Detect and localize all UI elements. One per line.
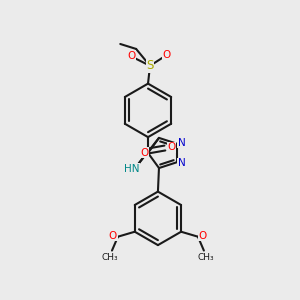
Text: S: S xyxy=(146,59,154,72)
Text: N: N xyxy=(178,138,185,148)
Text: CH₃: CH₃ xyxy=(102,253,118,262)
Text: HN: HN xyxy=(124,164,140,174)
Text: N: N xyxy=(178,158,185,168)
Text: O: O xyxy=(199,231,207,241)
Text: O: O xyxy=(168,142,176,152)
Text: CH₃: CH₃ xyxy=(197,253,214,262)
Text: O: O xyxy=(140,148,148,158)
Text: O: O xyxy=(163,50,171,60)
Text: O: O xyxy=(127,51,135,61)
Text: O: O xyxy=(109,231,117,241)
